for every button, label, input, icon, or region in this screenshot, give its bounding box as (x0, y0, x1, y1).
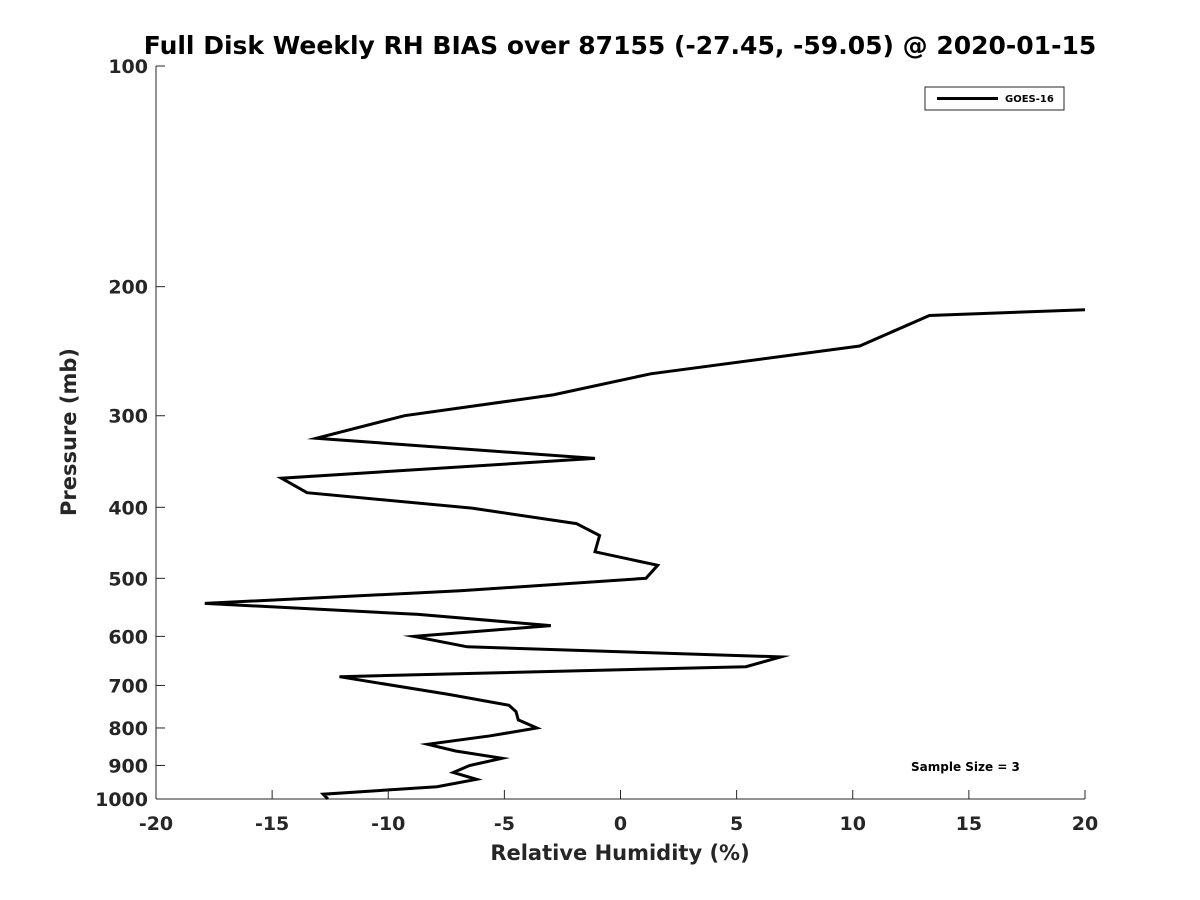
y-tick-label: 800 (108, 718, 148, 740)
sample-size-annotation: Sample Size = 3 (911, 760, 1020, 774)
x-tick-label: -15 (255, 813, 289, 835)
y-tick-label: 300 (108, 406, 148, 428)
legend: GOES-16 (924, 86, 1065, 111)
legend-label-goes16: GOES-16 (1005, 94, 1054, 105)
x-axis-label: Relative Humidity (%) (490, 841, 749, 865)
x-tick-label: -10 (371, 813, 405, 835)
x-tick-label: 20 (1072, 813, 1098, 835)
y-tick-label: 600 (108, 626, 148, 648)
y-tick-label: 500 (108, 568, 148, 590)
y-tick-label: 200 (108, 277, 148, 299)
series-layer (204, 308, 1086, 801)
x-tick-label: 0 (614, 813, 627, 835)
chart-title: Full Disk Weekly RH BIAS over 87155 (-27… (144, 31, 1097, 60)
x-tick-label: -20 (139, 813, 173, 835)
x-tick-label: 5 (730, 813, 743, 835)
x-tick-label: 15 (956, 813, 982, 835)
plot-axes (155, 66, 1085, 800)
y-tick-label: 100 (108, 56, 148, 78)
x-tick-label: 10 (840, 813, 866, 835)
y-tick-label: 700 (108, 675, 148, 697)
y-tick-label: 1000 (95, 789, 148, 811)
y-axis-label: Pressure (mb) (57, 348, 81, 516)
y-tick-label: 900 (108, 755, 148, 777)
series-line-goes-16 (204, 308, 1086, 801)
x-tick-label: -5 (494, 813, 515, 835)
y-tick-label: 400 (108, 497, 148, 519)
axis-ticks: -20 -15 -10 -5 0 5 10 15 20 100 200 300 400 500 600 700… (95, 56, 1098, 835)
